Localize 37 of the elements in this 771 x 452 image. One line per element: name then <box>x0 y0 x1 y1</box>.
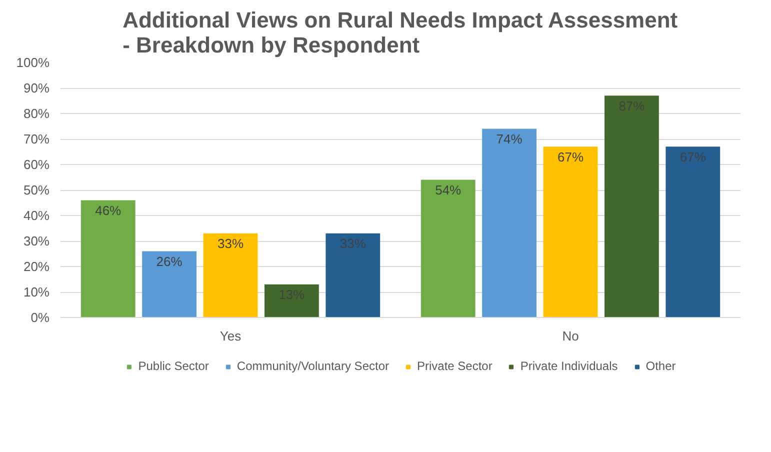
bar <box>666 146 720 318</box>
bar <box>482 128 536 318</box>
y-tick-label: 90% <box>23 80 50 96</box>
y-tick-label: 60% <box>23 157 50 172</box>
data-label: 26% <box>156 254 183 269</box>
y-tick-label: 80% <box>23 106 50 121</box>
legend-label: Other <box>646 359 676 373</box>
data-label: 67% <box>557 149 584 164</box>
x-tick-label: Yes <box>220 328 242 344</box>
y-tick-label: 40% <box>23 208 50 223</box>
y-tick-label: 20% <box>23 259 50 274</box>
y-tick-label: 70% <box>23 132 50 146</box>
legend-label: Private Sector <box>416 359 492 373</box>
bar <box>203 233 258 318</box>
data-label: 46% <box>95 202 122 218</box>
chart-title: Additional Views on Rural Needs Impact Assessment - Breakdown by Respondent <box>122 8 678 58</box>
y-tick-label: 0% <box>30 310 50 325</box>
bar <box>80 200 136 318</box>
y-tick-label: 100% <box>16 55 50 70</box>
legend-label: Public Sector <box>138 359 209 373</box>
bar <box>604 96 659 318</box>
y-tick-label: 10% <box>23 284 50 300</box>
data-label: 54% <box>435 182 462 198</box>
legend-label: Community/Voluntary Sector <box>236 359 389 373</box>
x-tick-label: No <box>562 328 579 344</box>
data-label: 33% <box>340 236 366 252</box>
y-tick-label: 30% <box>23 234 50 248</box>
bar <box>264 284 319 318</box>
data-label: 33% <box>217 236 244 252</box>
bar <box>543 146 598 318</box>
bar <box>326 233 380 318</box>
bar <box>142 251 196 318</box>
legend-label: Private Individuals <box>520 359 618 373</box>
y-tick-label: 50% <box>23 182 50 198</box>
data-label: 67% <box>680 149 706 164</box>
bar <box>420 180 476 318</box>
data-label: 74% <box>496 132 523 146</box>
